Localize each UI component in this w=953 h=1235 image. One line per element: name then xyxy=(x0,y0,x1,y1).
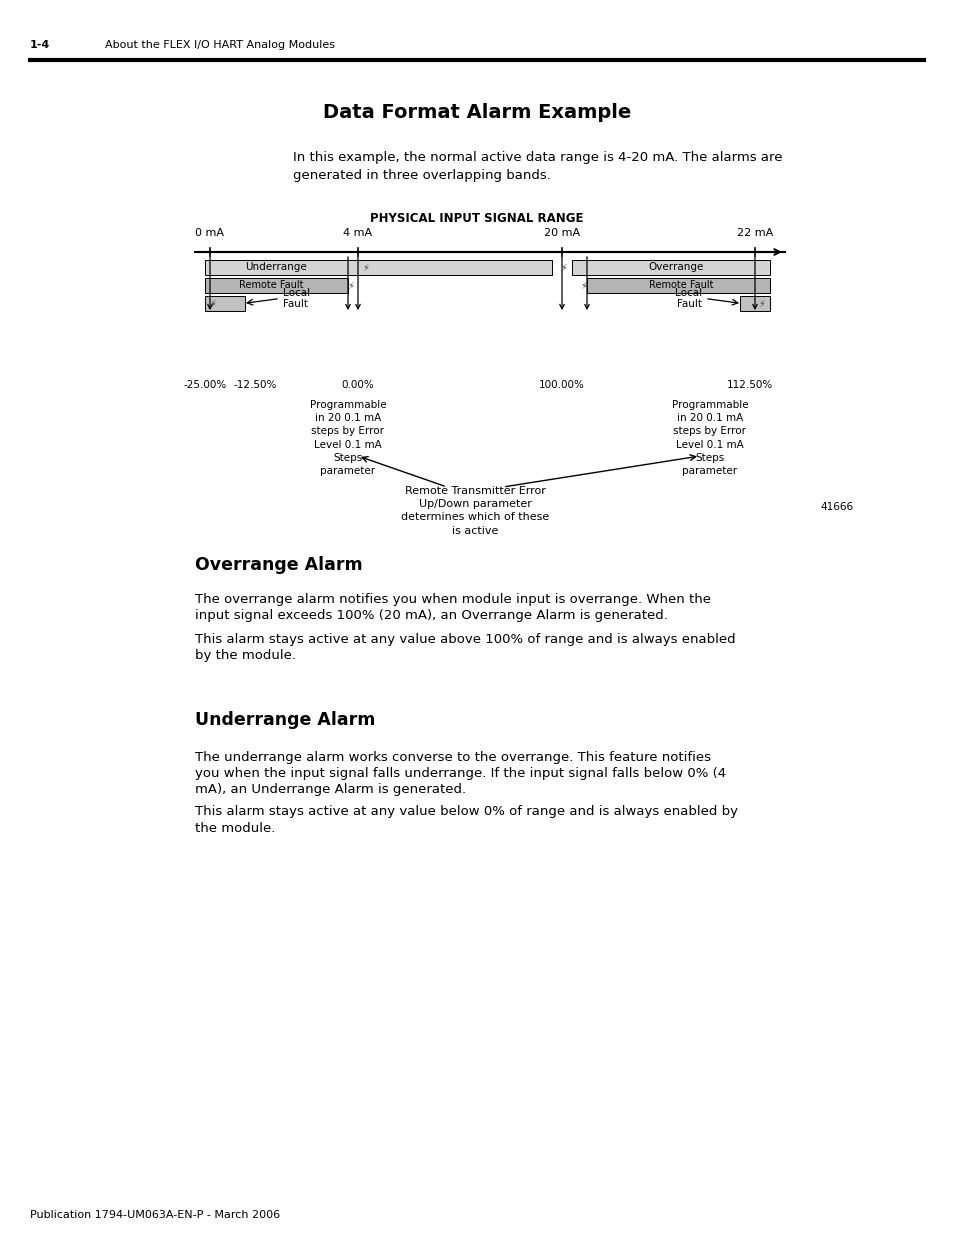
Text: 0.00%: 0.00% xyxy=(341,380,374,390)
Text: The underrange alarm works converse to the overrange. This feature notifies: The underrange alarm works converse to t… xyxy=(194,752,710,764)
Text: Remote Transmitter Error
Up/Down parameter
determines which of these
is active: Remote Transmitter Error Up/Down paramet… xyxy=(400,487,549,536)
Text: input signal exceeds 100% (20 mA), an Overrange Alarm is generated.: input signal exceeds 100% (20 mA), an Ov… xyxy=(194,610,667,622)
Text: the module.: the module. xyxy=(194,821,275,835)
Bar xyxy=(205,278,348,293)
Text: Remote Fault: Remote Fault xyxy=(239,280,303,290)
Text: -12.50%: -12.50% xyxy=(233,380,276,390)
Text: Underrange: Underrange xyxy=(245,263,307,273)
Text: About the FLEX I/O HART Analog Modules: About the FLEX I/O HART Analog Modules xyxy=(105,40,335,49)
Text: 41666: 41666 xyxy=(820,501,852,513)
Text: Underrange Alarm: Underrange Alarm xyxy=(194,711,375,729)
Text: 0 mA: 0 mA xyxy=(195,228,224,238)
Bar xyxy=(586,278,769,293)
Text: Data Format Alarm Example: Data Format Alarm Example xyxy=(322,103,631,121)
Text: In this example, the normal active data range is 4-20 mA. The alarms are: In this example, the normal active data … xyxy=(293,152,781,164)
Text: ⚡: ⚡ xyxy=(560,263,567,273)
Text: Programmable
in 20 0.1 mA
steps by Error
Level 0.1 mA
Steps
parameter: Programmable in 20 0.1 mA steps by Error… xyxy=(671,400,747,475)
Text: 112.50%: 112.50% xyxy=(726,380,772,390)
Bar xyxy=(205,296,245,311)
Bar xyxy=(572,261,769,275)
Bar xyxy=(740,296,769,311)
Text: Remote Fault: Remote Fault xyxy=(649,280,713,290)
Text: Overrange Alarm: Overrange Alarm xyxy=(194,556,362,574)
Text: ⚡: ⚡ xyxy=(210,299,216,309)
Text: The overrange alarm notifies you when module input is overrange. When the: The overrange alarm notifies you when mo… xyxy=(194,594,710,606)
Text: ⚡: ⚡ xyxy=(362,263,369,273)
Text: ⚡: ⚡ xyxy=(580,280,587,290)
Text: 22 mA: 22 mA xyxy=(736,228,772,238)
Bar xyxy=(205,261,552,275)
Text: Publication 1794-UM063A-EN-P - March 2006: Publication 1794-UM063A-EN-P - March 200… xyxy=(30,1210,280,1220)
Text: Overrange: Overrange xyxy=(648,263,703,273)
Text: This alarm stays active at any value above 100% of range and is always enabled: This alarm stays active at any value abo… xyxy=(194,634,735,646)
Text: 1-4: 1-4 xyxy=(30,40,51,49)
Text: ⚡: ⚡ xyxy=(758,299,764,309)
Text: -25.00%: -25.00% xyxy=(183,380,227,390)
Text: generated in three overlapping bands.: generated in three overlapping bands. xyxy=(293,169,550,183)
Text: 4 mA: 4 mA xyxy=(343,228,373,238)
Text: mA), an Underrange Alarm is generated.: mA), an Underrange Alarm is generated. xyxy=(194,783,466,797)
Text: ⚡: ⚡ xyxy=(347,280,355,290)
Text: by the module.: by the module. xyxy=(194,650,295,662)
Text: Local
Fault: Local Fault xyxy=(283,288,310,309)
Text: PHYSICAL INPUT SIGNAL RANGE: PHYSICAL INPUT SIGNAL RANGE xyxy=(370,211,583,225)
Text: This alarm stays active at any value below 0% of range and is always enabled by: This alarm stays active at any value bel… xyxy=(194,805,738,819)
Text: you when the input signal falls underrange. If the input signal falls below 0% (: you when the input signal falls underran… xyxy=(194,767,725,781)
Text: 100.00%: 100.00% xyxy=(538,380,584,390)
Text: Local
Fault: Local Fault xyxy=(674,288,701,309)
Text: 20 mA: 20 mA xyxy=(543,228,579,238)
Text: Programmable
in 20 0.1 mA
steps by Error
Level 0.1 mA
Steps
parameter: Programmable in 20 0.1 mA steps by Error… xyxy=(310,400,386,475)
